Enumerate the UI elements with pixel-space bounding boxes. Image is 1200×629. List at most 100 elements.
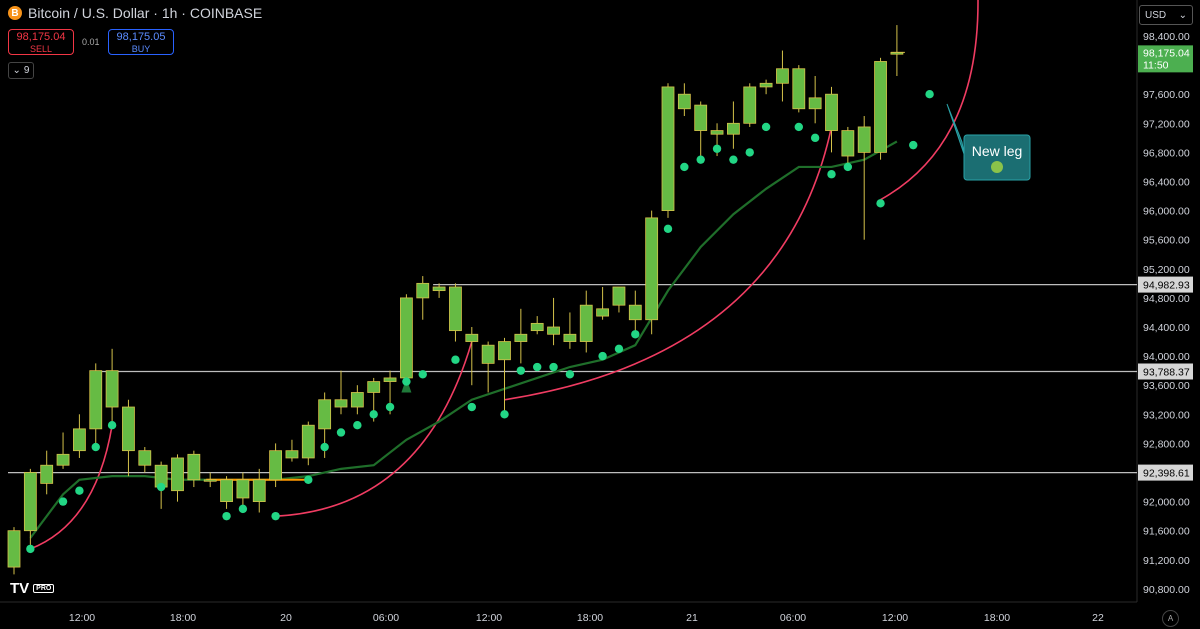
candle (694, 101, 708, 160)
signal-dot (320, 442, 329, 452)
price-tick-label: 94,400.00 (1143, 322, 1190, 334)
auto-scale-button[interactable]: A (1162, 610, 1179, 627)
time-tick-label: 20 (280, 612, 292, 624)
level-price-text: 93,788.37 (1143, 366, 1190, 378)
candle-body (628, 304, 642, 321)
candle (759, 79, 773, 95)
signal-dot (500, 410, 509, 419)
new-leg-arc (30, 425, 113, 550)
candle-body (498, 341, 511, 361)
candle-body (318, 399, 332, 430)
candle (138, 447, 152, 473)
candle (56, 432, 70, 469)
level-price-text: 94,982.93 (1143, 280, 1190, 292)
candle (203, 472, 217, 488)
price-tick-label: 95,200.00 (1143, 264, 1190, 276)
signal-dot (58, 497, 68, 506)
candle (792, 65, 806, 113)
candle-body (203, 479, 217, 482)
annotation-pointer (946, 103, 965, 155)
logo-text: TV (10, 580, 30, 597)
signal-dot (467, 402, 476, 412)
price-tick-label: 94,000.00 (1143, 351, 1190, 363)
candle (481, 341, 495, 393)
candle-body (481, 344, 495, 364)
sell-price: 98,175.04 (16, 31, 66, 43)
candle-body (334, 399, 348, 408)
signal-dot (876, 199, 885, 208)
signal-dot (75, 486, 84, 495)
candle-body (874, 61, 887, 153)
candle-body (105, 370, 119, 408)
candle (677, 83, 691, 117)
candle-body (465, 333, 479, 342)
candle-body (187, 453, 201, 481)
chevron-down-icon: ⌄ (1178, 9, 1187, 21)
candle (122, 399, 135, 477)
annotation-text: New leg (972, 143, 1023, 159)
signal-dot (745, 148, 754, 157)
price-tick-label: 97,200.00 (1143, 118, 1190, 130)
indicators-toggle[interactable]: ⌄ 9 (8, 62, 34, 79)
candle (399, 294, 413, 386)
candle-body (792, 68, 806, 110)
signal-dot (418, 370, 427, 379)
candle (187, 450, 201, 488)
signal-dot (238, 504, 248, 514)
candle-body (171, 457, 184, 492)
signal-dot (385, 402, 395, 412)
signal-dot (598, 351, 607, 361)
signal-dot (516, 366, 526, 375)
currency-select[interactable]: USD ⌄ (1139, 5, 1193, 25)
price-tick-label: 97,600.00 (1143, 89, 1190, 101)
candle (874, 57, 887, 160)
candle-body (449, 286, 462, 332)
candle-body (645, 217, 659, 321)
bitcoin-icon: B (8, 6, 22, 20)
candle (432, 283, 446, 298)
buy-label: BUY (131, 44, 151, 54)
signal-dot (631, 330, 640, 339)
chevron-down-icon: ⌄ (12, 65, 21, 76)
spread-value: 0.01 (82, 37, 100, 47)
candle-body (530, 322, 544, 332)
signal-dot (663, 224, 673, 233)
candle-body (236, 479, 250, 499)
signal-dot (761, 122, 771, 132)
signal-dot (680, 162, 689, 172)
time-tick-label: 21 (686, 612, 698, 624)
candle (645, 210, 659, 335)
candle-body (759, 82, 773, 88)
candle-body (73, 428, 86, 452)
candle-body (432, 286, 446, 292)
buy-button[interactable]: 98,175.05 BUY (108, 29, 174, 55)
sell-label: SELL (29, 44, 53, 54)
logo-pro-badge: PRO (33, 584, 55, 593)
candle-body (808, 97, 822, 110)
candle-body (89, 370, 103, 430)
currency-label: USD (1145, 9, 1167, 21)
symbol-header[interactable]: B Bitcoin / U.S. Dollar · 1h · COINBASE (8, 5, 262, 21)
candle-body (612, 286, 626, 306)
candle-body (596, 308, 609, 317)
sell-button[interactable]: 98,175.04 SELL (8, 29, 74, 55)
signal-dot (107, 421, 117, 430)
signal-dot (843, 162, 853, 172)
candle (449, 283, 462, 342)
candle-body (857, 126, 871, 153)
signal-dot (451, 355, 460, 364)
candle (220, 476, 233, 509)
candle (350, 385, 364, 415)
time-tick-label: 12:00 (69, 612, 95, 624)
new-leg-annotation: New leg (946, 103, 1031, 181)
candle-body (547, 326, 560, 335)
candle-body (825, 93, 838, 131)
signal-dot (729, 155, 738, 164)
price-tick-label: 92,800.00 (1143, 438, 1190, 450)
candle-body (269, 450, 283, 481)
price-tick-label: 91,200.00 (1143, 555, 1190, 567)
candle-body (301, 424, 315, 459)
candle-body (56, 453, 70, 466)
signal-dot (26, 544, 35, 554)
